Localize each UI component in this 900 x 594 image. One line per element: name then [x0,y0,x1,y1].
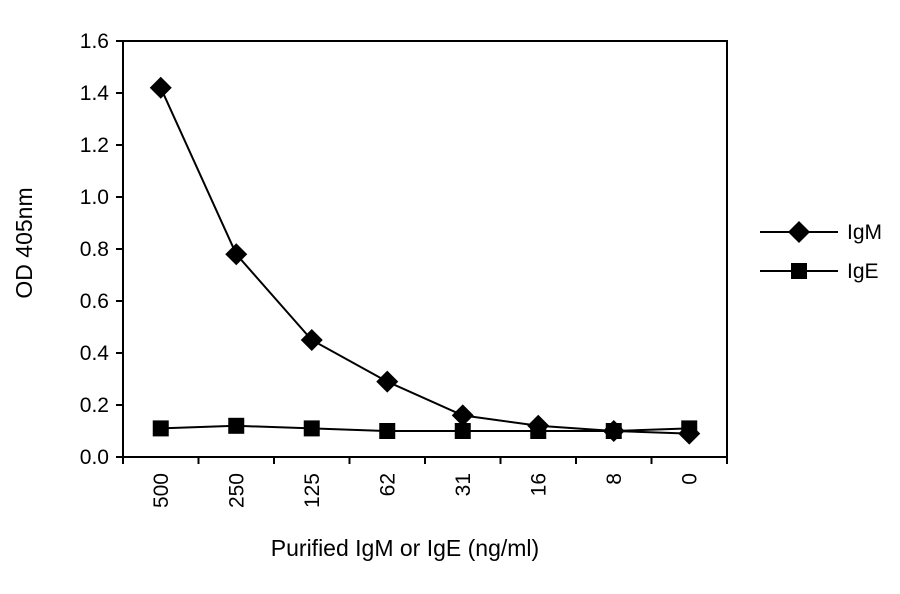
y-tick-label: 1.0 [80,186,109,209]
data-point [149,76,172,99]
y-tick-label: 0.8 [80,238,109,261]
y-tick-label: 0.0 [80,446,109,469]
x-tick-label: 31 [452,473,475,496]
x-tick-label: 0 [678,473,701,485]
data-point [454,423,471,439]
x-axis: 500 250 125 62 31 16 8 0 [122,457,728,508]
x-axis-title: Purified IgM or IgE (ng/ml) [271,535,539,561]
x-tick-label: 250 [225,473,248,508]
legend-marker [788,221,810,243]
series-layer [149,76,701,445]
legend: IgM IgE [760,221,882,283]
data-point [379,423,396,439]
series-ige [152,417,698,439]
y-tick-label: 1.6 [80,30,109,53]
data-point [605,423,622,439]
legend-label: IgE [847,260,879,283]
x-tick-label: 500 [150,473,173,508]
data-point [530,423,547,439]
y-tick-label: 0.6 [80,290,109,313]
y-axis: 0.0 0.2 0.4 0.6 0.8 1.0 1.2 1.4 1.6 [80,30,123,469]
data-point [376,370,399,393]
legend-marker [791,263,807,279]
x-tick-label: 16 [527,473,550,496]
legend-item-ige: IgE [760,260,879,283]
data-point [225,243,248,266]
y-axis-title: OD 405nm [11,187,37,298]
y-tick-label: 1.2 [80,134,109,157]
data-point [303,420,320,437]
x-tick-label: 62 [376,473,399,496]
legend-item-igm: IgM [760,221,882,244]
data-point [152,420,169,437]
x-tick-label: 125 [301,473,324,508]
legend-label: IgM [847,221,882,244]
data-point [228,417,245,434]
data-point [451,404,474,427]
series-igm [149,76,701,445]
y-tick-label: 0.4 [80,342,110,365]
y-tick-label: 1.4 [80,82,110,105]
data-point [681,420,698,437]
series-line [160,424,690,432]
plot-area [122,40,728,458]
data-point [300,329,323,351]
x-tick-label: 8 [603,473,626,485]
y-tick-label: 0.2 [80,394,109,417]
